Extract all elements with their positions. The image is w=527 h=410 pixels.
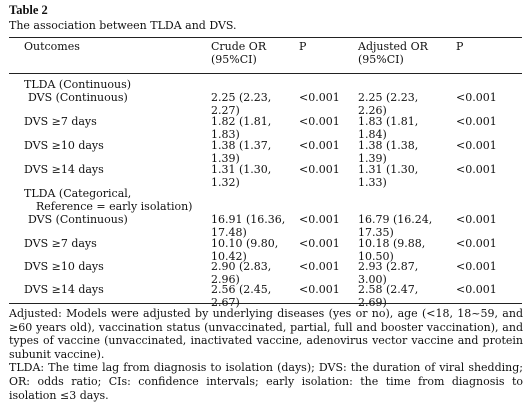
row-label: TLDA (Continuous): [24, 78, 132, 91]
footnote-abbreviations: TLDA: The time lag from diagnosis to iso…: [9, 361, 523, 402]
adjusted-or-cell: 2.25 (2.23, 2.26): [358, 91, 419, 117]
adjusted-or-cell: 2.93 (2.87, 3.00): [358, 260, 419, 286]
p-adjusted-cell: <0.001: [456, 237, 497, 250]
crude-or-cell: 1.38 (1.37, 1.39): [211, 139, 272, 165]
row-label: DVS ≥7 days: [24, 115, 97, 128]
p-crude-cell: <0.001: [299, 237, 340, 250]
crude-or-cell: 2.56 (2.45, 2.67): [211, 283, 272, 309]
p-adjusted-cell: <0.001: [456, 213, 497, 226]
table-footnotes: Adjusted: Models were adjusted by underl…: [9, 307, 523, 402]
header-p-crude: P: [299, 40, 307, 53]
p-adjusted-cell: <0.001: [456, 91, 497, 104]
crude-or-cell: 16.91 (16.36, 17.48): [211, 213, 286, 239]
crude-or-cell: 1.31 (1.30, 1.32): [211, 163, 272, 189]
row-label: DVS ≥7 days: [24, 237, 97, 250]
footnote-adjusted: Adjusted: Models were adjusted by underl…: [9, 307, 523, 361]
adjusted-or-cell: 2.58 (2.47, 2.69): [358, 283, 419, 309]
p-crude-cell: <0.001: [299, 163, 340, 176]
p-crude-cell: <0.001: [299, 260, 340, 273]
p-adjusted-cell: <0.001: [456, 163, 497, 176]
header-rule: [9, 73, 522, 74]
adjusted-or-cell: 1.38 (1.38, 1.39): [358, 139, 419, 165]
row-label: DVS ≥14 days: [24, 283, 104, 296]
p-crude-cell: <0.001: [299, 283, 340, 296]
p-crude-cell: <0.001: [299, 115, 340, 128]
header-p-adjusted: P: [456, 40, 464, 53]
row-label: DVS (Continuous): [28, 213, 128, 226]
row-label: TLDA (Categorical,: [24, 187, 132, 200]
adjusted-or-cell: 1.83 (1.81, 1.84): [358, 115, 419, 141]
p-adjusted-cell: <0.001: [456, 115, 497, 128]
top-rule: [9, 37, 522, 38]
header-outcomes: Outcomes: [24, 40, 80, 53]
crude-or-cell: 1.82 (1.81, 1.83): [211, 115, 272, 141]
p-adjusted-cell: <0.001: [456, 283, 497, 296]
adjusted-or-cell: 10.18 (9.88, 10.50): [358, 237, 426, 263]
table-caption: The association between TLDA and DVS.: [9, 19, 237, 32]
adjusted-or-cell: 1.31 (1.30, 1.33): [358, 163, 419, 189]
p-crude-cell: <0.001: [299, 213, 340, 226]
row-label: DVS (Continuous): [28, 91, 128, 104]
crude-or-cell: 10.10 (9.80, 10.42): [211, 237, 279, 263]
row-label-reference: Reference = early isolation): [36, 200, 193, 213]
adjusted-or-cell: 16.79 (16.24, 17.35): [358, 213, 433, 239]
row-label: DVS ≥10 days: [24, 260, 104, 273]
p-adjusted-cell: <0.001: [456, 139, 497, 152]
p-crude-cell: <0.001: [299, 91, 340, 104]
p-adjusted-cell: <0.001: [456, 260, 497, 273]
table-title: Table 2: [9, 3, 48, 17]
crude-or-cell: 2.90 (2.83, 2.96): [211, 260, 272, 286]
header-adjusted-or: Adjusted OR (95%CI): [358, 40, 428, 66]
crude-or-cell: 2.25 (2.23, 2.27): [211, 91, 272, 117]
header-crude-or: Crude OR (95%CI): [211, 40, 267, 66]
bottom-rule: [9, 303, 522, 304]
row-label: DVS ≥10 days: [24, 139, 104, 152]
row-label: DVS ≥14 days: [24, 163, 104, 176]
p-crude-cell: <0.001: [299, 139, 340, 152]
